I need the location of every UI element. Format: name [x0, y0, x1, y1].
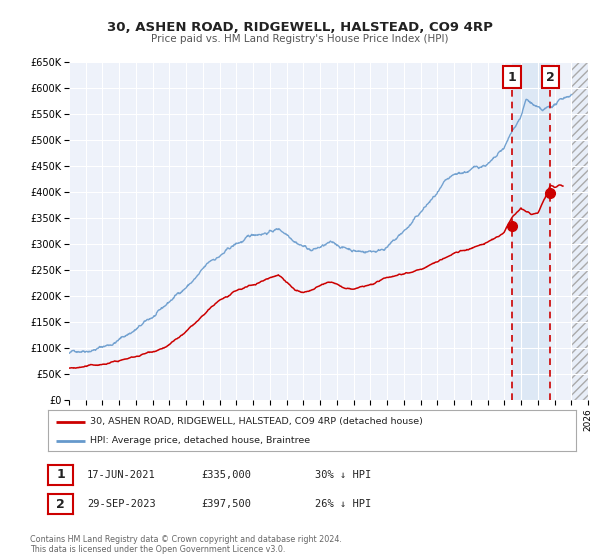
- Text: £335,000: £335,000: [201, 470, 251, 480]
- Text: 1: 1: [56, 468, 65, 482]
- Text: 26% ↓ HPI: 26% ↓ HPI: [315, 499, 371, 509]
- Text: 2: 2: [546, 71, 555, 84]
- Bar: [512, 62, 550, 400]
- Text: 1: 1: [508, 71, 517, 84]
- Text: HPI: Average price, detached house, Braintree: HPI: Average price, detached house, Brai…: [90, 436, 310, 445]
- Bar: [571, 62, 588, 400]
- Text: 29-SEP-2023: 29-SEP-2023: [87, 499, 156, 509]
- Text: 30, ASHEN ROAD, RIDGEWELL, HALSTEAD, CO9 4RP (detached house): 30, ASHEN ROAD, RIDGEWELL, HALSTEAD, CO9…: [90, 417, 423, 426]
- Text: 17-JUN-2021: 17-JUN-2021: [87, 470, 156, 480]
- Text: Price paid vs. HM Land Registry's House Price Index (HPI): Price paid vs. HM Land Registry's House …: [151, 34, 449, 44]
- Text: £397,500: £397,500: [201, 499, 251, 509]
- Text: 30, ASHEN ROAD, RIDGEWELL, HALSTEAD, CO9 4RP: 30, ASHEN ROAD, RIDGEWELL, HALSTEAD, CO9…: [107, 21, 493, 34]
- Text: 30% ↓ HPI: 30% ↓ HPI: [315, 470, 371, 480]
- Text: 2: 2: [56, 497, 65, 511]
- Text: Contains HM Land Registry data © Crown copyright and database right 2024.: Contains HM Land Registry data © Crown c…: [30, 535, 342, 544]
- Text: This data is licensed under the Open Government Licence v3.0.: This data is licensed under the Open Gov…: [30, 545, 286, 554]
